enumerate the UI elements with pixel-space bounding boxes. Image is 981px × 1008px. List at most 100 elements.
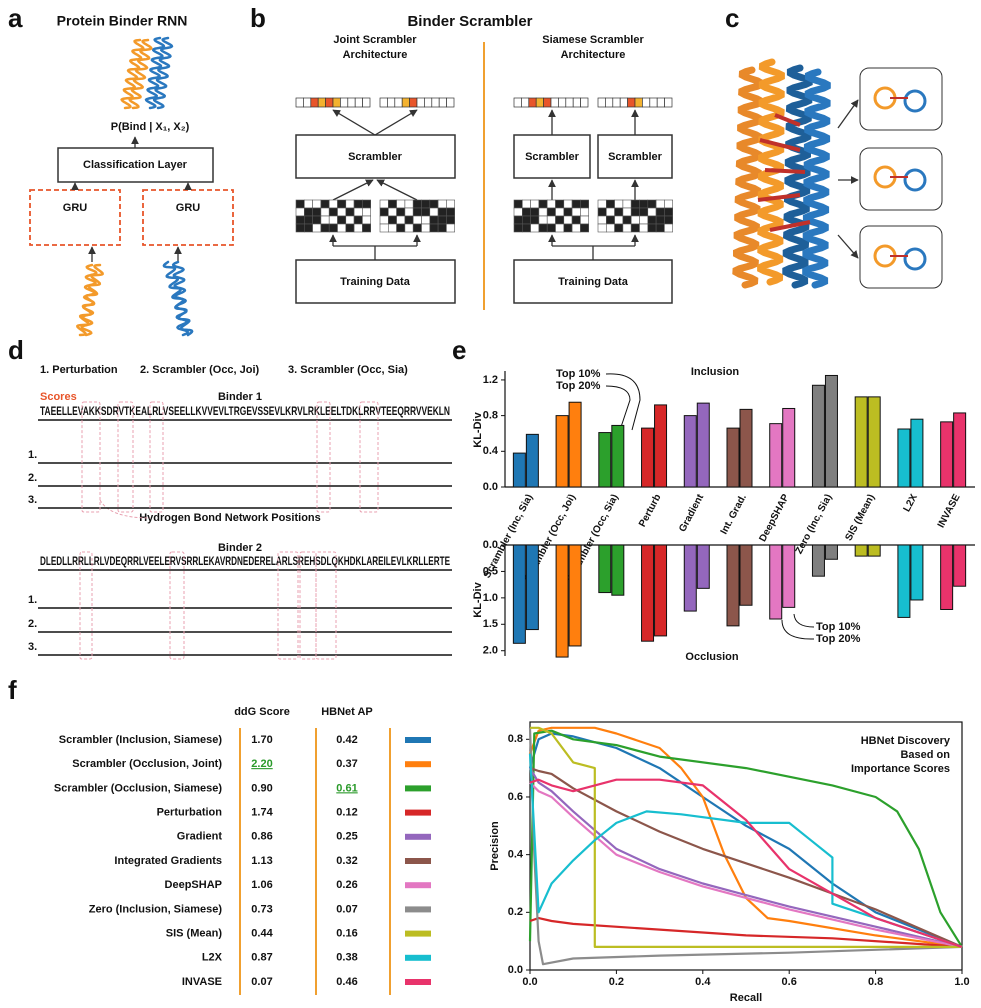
y-axis-label: KL-Div [472, 581, 484, 617]
grid-cell [362, 199, 371, 209]
plot-frame [529, 721, 963, 971]
grid-cell [622, 215, 632, 225]
grid-cell [630, 223, 640, 233]
score-cell [387, 97, 396, 108]
grid-cell [530, 223, 540, 233]
chart-title: Occlusion [685, 651, 738, 663]
bar [641, 427, 655, 488]
score-cell [347, 97, 356, 108]
grid-cell [614, 223, 624, 233]
grid-cell [429, 223, 439, 233]
grid-cell [379, 215, 389, 225]
grid-cell [571, 207, 581, 217]
grid-cell [555, 223, 565, 233]
score-cell [572, 97, 581, 108]
grid-cell [295, 207, 305, 217]
grid-cell [362, 215, 371, 225]
table-value: 0.25 [336, 831, 357, 843]
grid-cell [571, 223, 581, 233]
grid-cell [412, 207, 422, 217]
binder-title: Binder 2 [218, 542, 262, 554]
inset-box [859, 147, 943, 211]
hbnet-box [149, 401, 164, 513]
bar [512, 544, 526, 644]
arrow [332, 109, 376, 136]
grid-cell [521, 215, 531, 225]
grid-cell [437, 199, 447, 209]
grid-cell [521, 207, 531, 217]
y-tick-label: 0.4 [508, 849, 524, 861]
training-box [295, 259, 456, 304]
grid-cell [337, 207, 347, 217]
score-cell [550, 97, 559, 108]
grid-cell [513, 199, 523, 209]
grid-cell [664, 199, 674, 209]
hbnet-box [299, 551, 317, 660]
grid-cell [312, 223, 322, 233]
annotation: Top 20% [556, 380, 601, 392]
bar [683, 544, 697, 612]
score-cell [597, 97, 606, 108]
scores-label: Scores [40, 391, 77, 403]
gru-box [142, 189, 234, 246]
table-value: 0.46 [336, 976, 357, 988]
grid-cell [546, 199, 556, 209]
bar [654, 404, 668, 488]
pr-curve [530, 726, 962, 948]
grid-cell [437, 207, 447, 217]
grid-cell [437, 223, 447, 233]
gru-box [29, 189, 121, 246]
side-chain [764, 168, 806, 174]
score-cell [558, 97, 567, 108]
y-tick-label: 1.5 [483, 618, 498, 630]
grid-cell [387, 215, 397, 225]
bar [654, 544, 668, 637]
x-tick-label: 0.2 [609, 976, 624, 988]
grid-cell [639, 215, 649, 225]
bar [739, 544, 753, 606]
method-label: 3. Scrambler (Occ, Sia) [288, 364, 408, 376]
method-label: 1. Perturbation [40, 364, 118, 376]
bar [683, 415, 697, 488]
score-cell [535, 97, 544, 108]
grid-cell [563, 223, 573, 233]
grid-cell [647, 215, 657, 225]
grid-cell [655, 223, 665, 233]
x-tick-label: Gradient [677, 492, 706, 534]
grid-cell [353, 207, 363, 217]
row-name: Scrambler (Occlusion, Joint) [72, 758, 222, 770]
grid-cell [546, 207, 556, 217]
pr-curve [528, 753, 963, 948]
connector [333, 245, 417, 260]
panel-title: Binder Scrambler [407, 13, 532, 30]
table-value: 0.16 [336, 928, 357, 940]
grid-cell [614, 207, 624, 217]
row-label: 3. [28, 494, 37, 506]
y-tick-label: 0.0 [508, 964, 523, 976]
score-cell [543, 97, 552, 108]
bar [598, 544, 612, 594]
side-chain [757, 193, 801, 202]
grid-cell [303, 199, 313, 209]
grid-cell [580, 207, 590, 217]
bar [824, 544, 838, 560]
grid-cell [571, 215, 581, 225]
pr-curve [529, 767, 963, 948]
grid-cell [345, 223, 355, 233]
grid-cell [303, 215, 313, 225]
score-cell [627, 97, 636, 108]
grid-cell [345, 215, 355, 225]
grid-cell [446, 199, 455, 209]
heading: Architecture [343, 49, 408, 61]
bar [726, 544, 740, 627]
score-cell [446, 97, 455, 108]
inset-helix [903, 89, 927, 113]
table-value: 0.37 [336, 758, 357, 770]
side-chain [759, 138, 801, 152]
grid-cell [605, 223, 615, 233]
grid-cell [538, 207, 548, 217]
y-tick-label: 0.0 [483, 539, 498, 551]
helix [80, 263, 98, 337]
y-tick-label: 0.8 [508, 733, 523, 745]
